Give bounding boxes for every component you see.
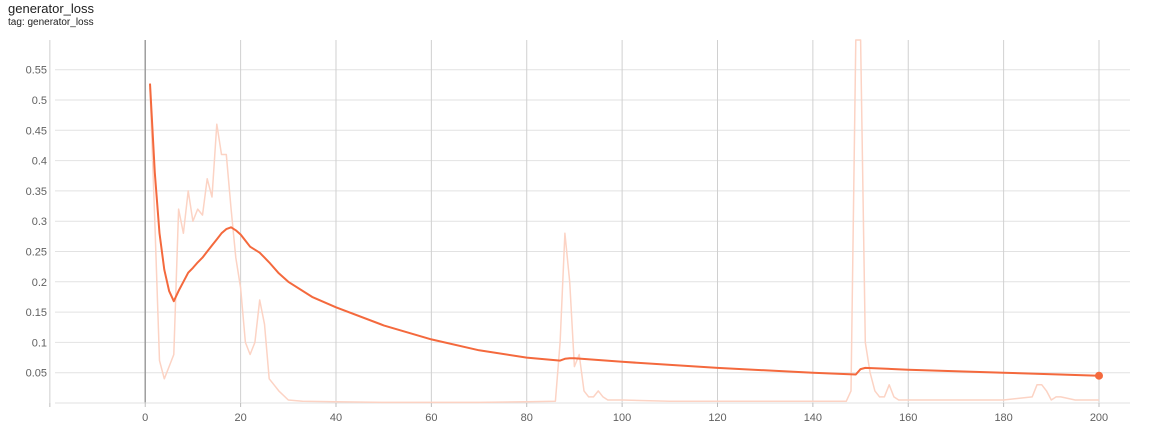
chart-title: generator_loss xyxy=(8,1,94,16)
raw-loss-line xyxy=(149,39,1099,404)
y-tick-label: 0.4 xyxy=(32,156,47,168)
last-point-marker xyxy=(1095,371,1103,380)
y-tick-label: 0.1 xyxy=(32,337,47,349)
y-tick-label: 0.15 xyxy=(26,307,47,319)
smoothed-series-layer xyxy=(149,83,1103,380)
x-tick-label: 100 xyxy=(613,412,631,424)
x-tick-label: 160 xyxy=(899,412,917,424)
grid-layer xyxy=(49,40,1130,403)
raw-series-layer xyxy=(149,39,1099,404)
chart-tag-subtitle: tag: generator_loss xyxy=(8,17,94,28)
y-tick-label: 0.5 xyxy=(32,95,47,107)
axis-layer xyxy=(49,40,1130,407)
x-tick-label: 180 xyxy=(994,412,1012,424)
y-tick-label: 0.45 xyxy=(26,125,47,137)
x-tick-label: 20 xyxy=(234,412,246,424)
y-tick-label: 0.2 xyxy=(32,277,47,289)
y-tick-label: 0.55 xyxy=(26,65,47,77)
y-tick-label: 0.05 xyxy=(26,368,47,380)
x-tick-label: 140 xyxy=(804,412,822,424)
x-tick-label: 0 xyxy=(142,412,148,424)
x-tick-label: 120 xyxy=(708,412,726,424)
tick-label-layer: 0.05 0.1 0.15 0.2 0.25 0.3 0.35 0.4 0.45 0.5 0.55 0… xyxy=(26,65,1109,424)
smoothed-loss-line xyxy=(149,83,1100,377)
x-tick-label: 60 xyxy=(425,412,437,424)
y-tick-label: 0.35 xyxy=(26,186,47,198)
y-tick-label: 0.3 xyxy=(32,216,47,228)
x-tick-label: 40 xyxy=(330,412,342,424)
x-tick-label: 80 xyxy=(521,412,533,424)
y-tick-label: 0.25 xyxy=(26,247,47,259)
x-tick-label: 200 xyxy=(1090,412,1108,424)
